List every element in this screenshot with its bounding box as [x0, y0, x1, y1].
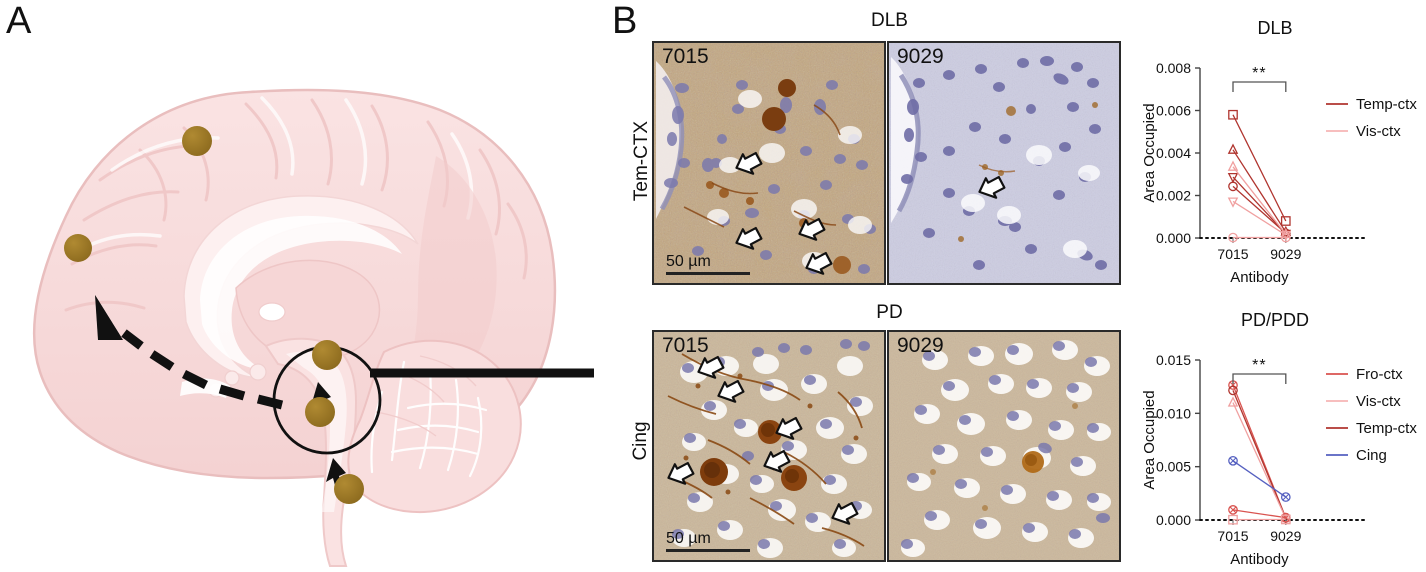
legend-item-Temp-ctx[interactable]: Temp-ctx	[1326, 420, 1417, 437]
data-point-circle	[1228, 385, 1238, 396]
legend-item-Temp-ctx[interactable]: Temp-ctx	[1326, 96, 1417, 113]
y-tick-label: 0.015	[1156, 352, 1191, 368]
legend-label: Fro-ctx	[1356, 366, 1403, 383]
legend-label: Temp-ctx	[1356, 96, 1417, 113]
micrograph-pd-9029[interactable]: 9029	[887, 330, 1121, 562]
data-point-triangle-up	[1227, 160, 1239, 171]
x-tick-label: 9029	[1270, 246, 1301, 262]
scalebar: 50 µm	[666, 530, 750, 552]
data-point-triangle-down	[1227, 197, 1239, 208]
propagation-arrow	[95, 295, 284, 410]
micrograph-id-label: 7015	[662, 334, 709, 357]
data-point-circle-x	[1228, 505, 1238, 515]
brain-diagram-svg	[32, 88, 594, 567]
y-tick-label: 0.002	[1156, 188, 1191, 204]
x-tick-label: 9029	[1270, 528, 1301, 544]
data-point-square	[1280, 216, 1291, 226]
marker-pons	[305, 397, 335, 427]
y-tick-label: 0.006	[1156, 103, 1191, 119]
scalebar-label: 50 µm	[666, 530, 711, 547]
chart-pd-pdd[interactable]: 0.000 0.005 0.010 0.015 7015 9029 Antibody Area…	[1138, 332, 1426, 572]
legend-label: Temp-ctx	[1356, 420, 1417, 437]
micrograph-id-label: 9029	[897, 45, 944, 68]
legend-label: Vis-ctx	[1356, 393, 1401, 410]
data-point-square	[1228, 514, 1238, 525]
panel-b: B DLB Tem-CTX	[610, 0, 1426, 572]
series-Fro-ctx-3	[1228, 514, 1291, 525]
panel-a-letter: A	[6, 0, 32, 42]
series-Cing-1	[1228, 455, 1291, 502]
marker-anterior-frontal	[64, 234, 92, 262]
data-point-circle	[1228, 181, 1238, 192]
x-tick-label: 7015	[1217, 246, 1248, 262]
series-Vis-ctx-1	[1227, 160, 1292, 239]
significance-bracket: **	[1232, 357, 1287, 384]
data-point-triangle-down	[1280, 231, 1292, 242]
y-axis-label: Area Occupied	[1141, 103, 1158, 202]
scalebar: 50 µm	[666, 253, 750, 275]
micrograph-id-label: 9029	[897, 334, 944, 357]
chart-title-dlb: DLB	[1257, 18, 1293, 38]
micrograph-dlb-7015[interactable]: 7015 50 µm	[652, 41, 886, 285]
chart-dlb[interactable]: 0.000 0.002 0.004 0.006 0.008 7015 9029 Antibod…	[1138, 40, 1426, 290]
marker-midbrain	[312, 340, 342, 370]
brain-outline	[32, 88, 557, 567]
micrograph-dlb-9029[interactable]: 9029	[887, 41, 1121, 285]
legend-label: Vis-ctx	[1356, 123, 1401, 140]
micrograph-row-title-dlb: DLB	[871, 10, 908, 31]
micrograph-row-label-cing: Cing	[630, 421, 651, 461]
y-tick-label: 0.008	[1156, 60, 1191, 76]
x-tick-label: 7015	[1217, 528, 1248, 544]
scalebar-line	[666, 272, 750, 275]
series-Vis-ctx-1	[1227, 396, 1292, 523]
data-point-square	[1280, 514, 1291, 525]
series-Vis-ctx-2	[1227, 197, 1292, 242]
marker-superior-frontal	[182, 126, 212, 156]
legend-item-Fro-ctx[interactable]: Fro-ctx	[1326, 366, 1403, 383]
data-point-triangle-down	[1227, 173, 1239, 184]
pathology-markers	[64, 126, 364, 504]
series-Temp-ctx-1	[1228, 109, 1291, 226]
significance-label: **	[1252, 65, 1266, 82]
data-point-square	[1228, 109, 1238, 120]
micrograph-id-label: 7015	[662, 45, 709, 68]
data-point-circle-x	[1280, 492, 1291, 502]
y-tick-label: 0.005	[1156, 459, 1191, 475]
y-tick-label: 0.000	[1156, 230, 1191, 246]
micrograph-row-label-tem-ctx: Tem-CTX	[631, 120, 652, 202]
legend-item-Vis-ctx[interactable]: Vis-ctx	[1326, 393, 1401, 410]
chart-title-pd-pdd: PD/PDD	[1240, 310, 1309, 330]
marker-medulla	[334, 474, 364, 504]
x-axis-label: Antibody	[1230, 551, 1289, 568]
y-tick-label: 0.004	[1156, 145, 1191, 161]
data-point-triangle-up	[1227, 396, 1239, 407]
micrograph-row-title-pd: PD	[876, 302, 903, 323]
x-axis-label: Antibody	[1230, 269, 1289, 286]
significance-label: **	[1252, 357, 1266, 374]
legend-item-Cing[interactable]: Cing	[1326, 447, 1387, 464]
y-tick-label: 0.000	[1156, 512, 1191, 528]
y-axis-label: Area Occupied	[1141, 390, 1158, 489]
panel-b-letter: B	[612, 0, 638, 42]
data-point-circle	[1228, 232, 1238, 243]
scalebar-line	[666, 549, 750, 552]
micrograph-pd-7015[interactable]: 7015 50 µm	[652, 330, 886, 562]
scalebar-label: 50 µm	[666, 253, 711, 270]
data-point-circle	[1280, 232, 1291, 243]
legend-item-Vis-ctx[interactable]: Vis-ctx	[1326, 123, 1401, 140]
data-point-triangle-up	[1227, 143, 1239, 154]
panel-a: A	[0, 0, 610, 572]
y-tick-label: 0.010	[1156, 405, 1191, 421]
data-point-circle-x	[1228, 455, 1238, 466]
legend-label: Cing	[1356, 447, 1387, 464]
series-Vis-ctx-3	[1228, 232, 1291, 243]
significance-bracket: **	[1232, 65, 1287, 92]
